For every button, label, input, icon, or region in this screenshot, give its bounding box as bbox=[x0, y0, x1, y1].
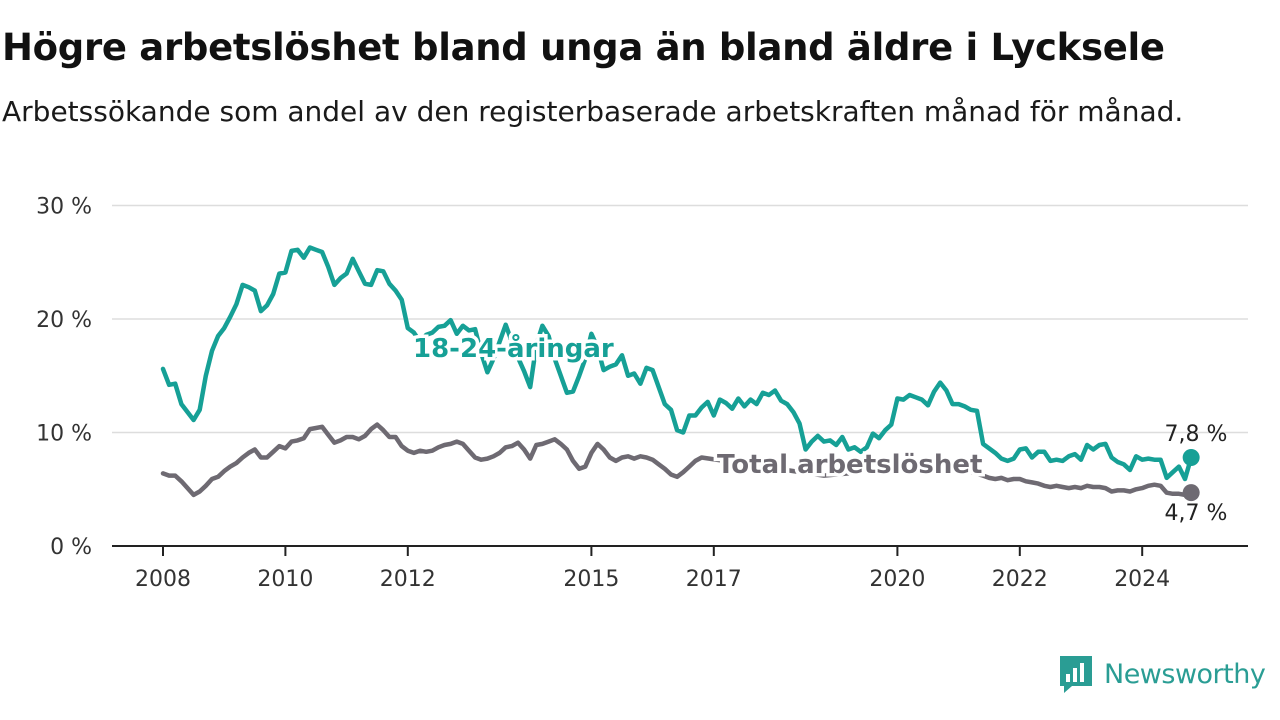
series-line-total bbox=[160, 422, 1194, 498]
y-tick-label: 30 % bbox=[36, 195, 92, 220]
y-tick-label: 0 % bbox=[50, 535, 92, 560]
brand-name: Newsworthy bbox=[1104, 658, 1266, 690]
end-label-youth: 7,8 % bbox=[1165, 422, 1228, 447]
newsworthy-logo: Newsworthy bbox=[1058, 654, 1266, 694]
end-dot-total bbox=[1182, 484, 1200, 502]
x-tick-label: 2024 bbox=[1114, 567, 1170, 592]
chart-subtitle: Arbetssökande som andel av den registerb… bbox=[2, 95, 1184, 128]
x-tick-label: 2020 bbox=[869, 567, 925, 592]
end-dot-youth bbox=[1182, 448, 1200, 466]
series-lines bbox=[160, 245, 1200, 502]
x-tick-label: 2010 bbox=[257, 567, 313, 592]
chart-title: Högre arbetslöshet bland unga än bland ä… bbox=[2, 26, 1165, 69]
newsworthy-icon bbox=[1060, 656, 1092, 693]
gridlines bbox=[112, 204, 1248, 434]
series-label-youth: 18-24-åringar bbox=[413, 332, 614, 364]
y-tick-label: 20 % bbox=[36, 308, 92, 333]
x-tick-label: 2015 bbox=[563, 567, 619, 592]
line-chart: 0 % 10 % 20 % 30 % 2008 2010 2012 2015 2017 2020… bbox=[36, 195, 1248, 592]
y-tick-label: 10 % bbox=[36, 422, 92, 447]
series-line-youth bbox=[160, 245, 1194, 482]
x-tick-label: 2017 bbox=[686, 567, 742, 592]
end-label-total: 4,7 % bbox=[1165, 501, 1228, 526]
series-label-total: Total arbetslöshet bbox=[717, 450, 982, 480]
x-axis: 2008 2010 2012 2015 2017 2020 2022 2024 bbox=[112, 545, 1248, 592]
y-axis-ticks: 0 % 10 % 20 % 30 % bbox=[36, 195, 92, 561]
x-tick-label: 2012 bbox=[380, 567, 436, 592]
x-tick-label: 2008 bbox=[135, 567, 191, 592]
x-tick-label: 2022 bbox=[992, 567, 1048, 592]
